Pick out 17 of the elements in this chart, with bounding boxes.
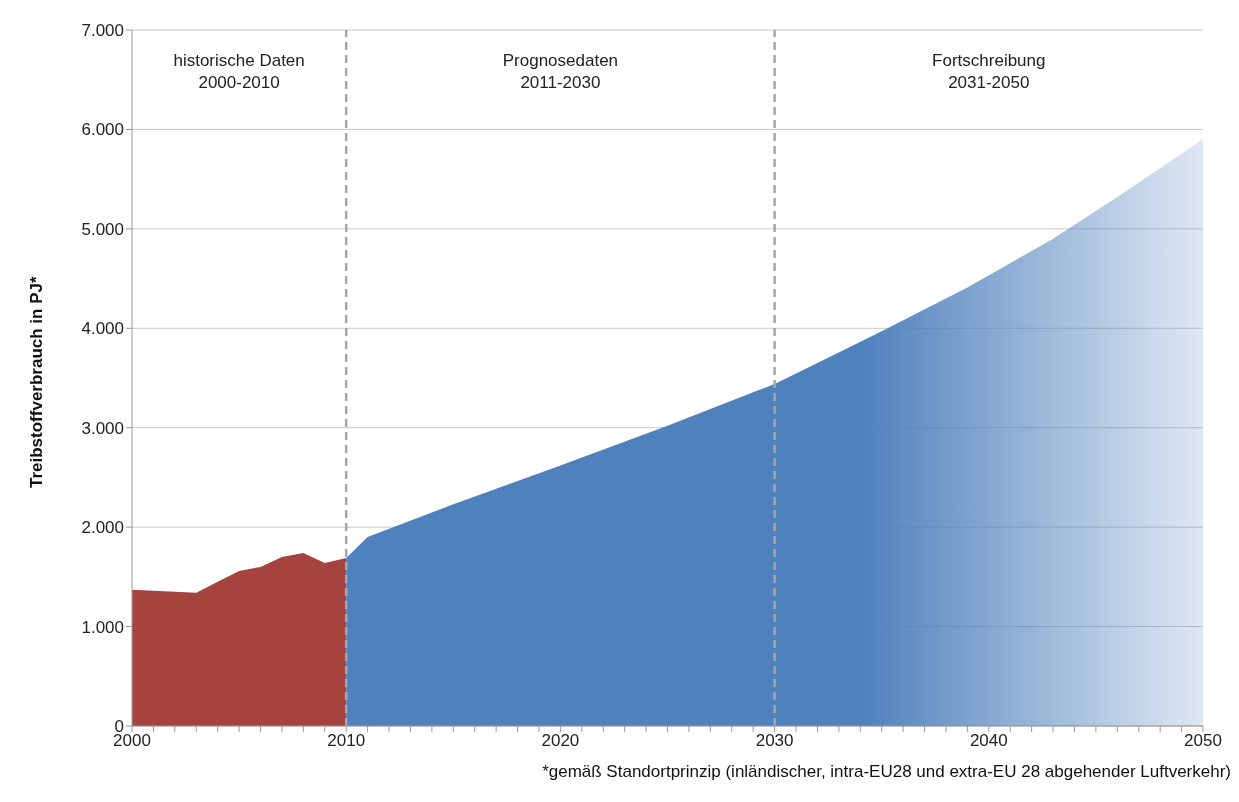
x-tick-label: 2010	[327, 731, 366, 751]
x-tick-label: 2050	[1184, 731, 1222, 751]
y-tick-label: 7.000	[81, 21, 124, 41]
y-axis-title: Treibstoffverbrauch in PJ*	[27, 276, 47, 488]
y-tick-label: 2.000	[81, 518, 124, 538]
y-tick-label: 6.000	[81, 120, 124, 140]
y-tick-label: 3.000	[81, 418, 124, 438]
x-tick-label: 2020	[541, 731, 580, 751]
annotation: historische Daten 2000-2010	[173, 51, 305, 92]
text: *gemäß Standortprinzip (inländischer, intra-EU28 und extra-EU 28 abgehender Luftverkehr)	[541, 762, 1231, 782]
x-tick-label: 2030	[755, 731, 794, 751]
y-tick-label: 1.000	[81, 617, 124, 637]
annotation: Fortschreibung 2031-2050	[932, 51, 1046, 92]
y-tick-label: 5.000	[81, 219, 124, 239]
y-tick-label: 4.000	[81, 319, 124, 339]
annotation: Prognosedaten 2011-2030	[502, 51, 619, 92]
x-tick-label: 2040	[969, 731, 1008, 751]
